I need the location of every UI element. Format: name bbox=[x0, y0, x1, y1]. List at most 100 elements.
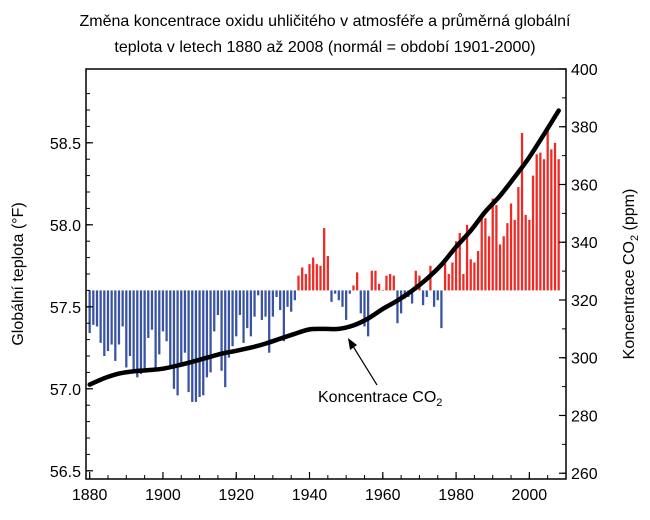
temperature-bar bbox=[462, 274, 465, 291]
temperature-bar bbox=[517, 187, 520, 291]
temperature-bar bbox=[345, 290, 348, 320]
temperature-bar bbox=[264, 290, 267, 317]
temperature-bar bbox=[557, 159, 560, 291]
temperature-bar bbox=[238, 290, 242, 315]
temperature-bar bbox=[183, 290, 187, 353]
temperature-bar bbox=[337, 290, 340, 301]
annotation-label: Koncentrace CO2 bbox=[318, 389, 442, 409]
chart-title-line-2: teplota v letech 1880 až 2008 (normál = … bbox=[114, 39, 535, 56]
temperature-bar bbox=[352, 285, 355, 291]
right-tick-label: 360 bbox=[571, 177, 598, 194]
left-axis: 56.5 57.0 57.5 58.0 58.5 bbox=[50, 93, 93, 481]
temperature-bar bbox=[495, 205, 498, 291]
right-axis: 260 280 300 320 340 360 380 400 bbox=[559, 62, 598, 483]
temperature-bar bbox=[326, 255, 329, 291]
temperature-bar bbox=[323, 228, 326, 291]
temperature-bar bbox=[158, 290, 161, 355]
temperature-bar bbox=[106, 290, 110, 352]
annotation-arrowhead bbox=[348, 338, 357, 350]
temperature-bar bbox=[473, 262, 476, 291]
temperature-bar bbox=[421, 290, 425, 306]
temperature-bar bbox=[381, 290, 384, 291]
temperature-bar bbox=[315, 264, 318, 291]
temperature-bar bbox=[348, 290, 351, 294]
temperature-bar bbox=[506, 223, 509, 291]
temperature-bar bbox=[213, 290, 216, 332]
temperature-bar bbox=[198, 290, 201, 397]
temperature-bar bbox=[432, 290, 436, 307]
temperature-bar bbox=[290, 290, 293, 312]
x-tick-label: 1960 bbox=[365, 487, 401, 504]
annotation-arrow-line bbox=[350, 342, 378, 386]
co2-line bbox=[87, 108, 561, 387]
temperature-bar bbox=[374, 270, 377, 291]
temperature-bar bbox=[88, 290, 91, 334]
temperature-bar bbox=[279, 290, 282, 311]
temperature-bar bbox=[110, 290, 113, 345]
temperature-bar bbox=[169, 290, 172, 368]
right-tick-label: 300 bbox=[571, 351, 598, 368]
annotation-label-sub: 2 bbox=[436, 397, 442, 409]
x-tick-label: 1900 bbox=[145, 487, 181, 504]
temperature-bar bbox=[301, 267, 304, 291]
right-tick-label: 260 bbox=[571, 466, 598, 483]
temperature-bar bbox=[139, 290, 143, 375]
right-axis-title-tail: (ppm) bbox=[621, 189, 638, 235]
temperature-bar bbox=[447, 274, 450, 291]
temperature-bar bbox=[341, 290, 344, 307]
annotation-label-main: Koncentrace CO bbox=[318, 389, 436, 406]
temperature-bar bbox=[132, 290, 135, 373]
temperature-bar bbox=[220, 290, 223, 371]
temperature-bar bbox=[524, 214, 527, 291]
temperature-bar bbox=[154, 290, 157, 370]
temperature-bar bbox=[202, 290, 205, 396]
temperature-bar bbox=[161, 290, 165, 332]
right-tick-label: 380 bbox=[571, 120, 598, 137]
left-tick-label: 56.5 bbox=[50, 464, 81, 481]
temperature-bar bbox=[260, 290, 264, 320]
temperature-bar bbox=[308, 264, 311, 291]
temperature-bar bbox=[128, 290, 132, 356]
temperature-bar bbox=[191, 290, 194, 402]
temperature-bar bbox=[235, 290, 238, 337]
right-tick-label: 340 bbox=[571, 235, 598, 252]
temperature-bar bbox=[103, 290, 106, 356]
temperature-bar bbox=[443, 259, 447, 291]
right-tick-label: 320 bbox=[571, 293, 598, 310]
temperature-bar bbox=[520, 132, 524, 291]
temperature-bar bbox=[216, 290, 220, 315]
temperature-bar bbox=[454, 241, 458, 291]
temperature-bar bbox=[542, 159, 546, 291]
temperature-bar bbox=[502, 236, 505, 291]
left-tick-label: 58.0 bbox=[50, 218, 81, 235]
temperature-bar bbox=[330, 290, 333, 302]
right-axis-title-main: Koncentrace CO bbox=[621, 241, 638, 359]
temperature-bar bbox=[425, 290, 428, 297]
co2-annotation: Koncentrace CO2 bbox=[318, 338, 442, 409]
temperature-bar bbox=[249, 290, 253, 337]
temperature-bar bbox=[187, 290, 190, 393]
temperature-bar bbox=[268, 290, 271, 353]
temperature-bar bbox=[487, 236, 491, 291]
temperature-bar bbox=[528, 219, 531, 291]
temperature-bar bbox=[242, 290, 245, 343]
temperature-bar bbox=[172, 290, 176, 389]
temperature-bar bbox=[319, 265, 322, 291]
temperature-bar bbox=[392, 275, 395, 291]
temperature-bar bbox=[143, 290, 146, 370]
temperature-bar bbox=[136, 290, 139, 378]
right-tick-label: 400 bbox=[571, 62, 598, 79]
temperature-bar bbox=[377, 283, 381, 291]
x-tick-label: 2000 bbox=[512, 487, 548, 504]
temperature-bar bbox=[388, 274, 392, 291]
temperature-bar bbox=[356, 272, 359, 291]
temperature-bar bbox=[253, 290, 256, 317]
temperature-bar bbox=[246, 290, 249, 329]
temperature-bar bbox=[286, 290, 289, 307]
temperature-bar bbox=[231, 290, 234, 347]
x-tick-label: 1940 bbox=[292, 487, 328, 504]
temperature-bar bbox=[436, 290, 439, 301]
temperature-bar bbox=[224, 290, 227, 388]
temperature-bar bbox=[465, 224, 469, 291]
